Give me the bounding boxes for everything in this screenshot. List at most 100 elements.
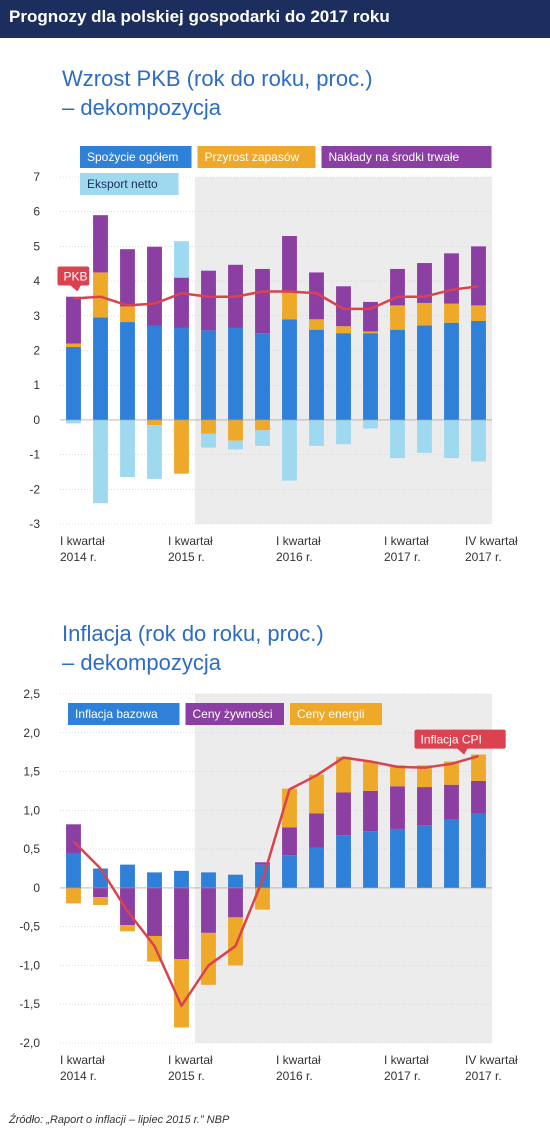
source-note: Źródło: „Raport o inflacji – lipiec 2015…: [9, 1114, 230, 1126]
chart2-y-tick-label: -0,5: [19, 920, 40, 934]
chart1-bar-investment: [66, 296, 81, 344]
chart2-x-tick-label: 2016 r.: [276, 1069, 313, 1083]
chart2-title-main: Inflacja (rok do roku, proc.): [62, 621, 324, 646]
chart1-legend-item-inventories: [197, 146, 316, 168]
chart2-y-tick-label: -2,0: [19, 1036, 40, 1050]
chart1-bar-inventories: [444, 303, 459, 323]
page-title: Prognozy dla polskiej gospodarki do 2017…: [9, 7, 390, 26]
chart2-bar-investment: [228, 887, 243, 918]
chart2-bar-inventories: [228, 917, 243, 966]
chart2-x-tick-label: IV kwartał: [465, 1053, 518, 1067]
chart2-line-label-box: [414, 729, 506, 749]
chart2-bar-investment: [390, 786, 405, 829]
gdp-chart: -3 -2 -1 0 1 2 3 4 5 6 7 I kwartał 2014 r. I kwartał 2…: [29, 146, 518, 564]
chart1-bar-consumption: [93, 317, 108, 420]
chart1-bar-inventories: [471, 305, 486, 322]
chart2-bar-inventories: [120, 925, 135, 932]
chart1-bar-inventories: [417, 302, 432, 326]
chart1-bar-net_exports: [390, 419, 405, 459]
chart1-bar-net_exports: [282, 419, 297, 481]
chart1-bar-inventories: [201, 419, 216, 434]
chart1-bar-net_exports: [228, 440, 243, 450]
chart1-bar-investment: [309, 272, 324, 320]
chart2-bar-investment: [174, 887, 189, 960]
chart1-y-tick-label: 5: [33, 239, 40, 253]
chart1-bar-net_exports: [471, 419, 486, 462]
chart2-bar-consumption: [120, 864, 135, 888]
chart1-x-tick-label: 2014 r.: [60, 550, 97, 564]
chart1-bar-net_exports: [309, 419, 324, 446]
chart1-bar-investment: [471, 246, 486, 306]
chart1-bar-investment: [120, 249, 135, 307]
chart2-line-label-pointer: [456, 747, 469, 755]
chart1-y-tick-label: 6: [33, 205, 40, 219]
chart2-bar-investment: [201, 887, 216, 933]
chart1-x-tick-label: 2017 r.: [465, 550, 502, 564]
chart1-y-tick-label: 1: [33, 378, 40, 392]
chart1-line-line: [73, 285, 479, 311]
chart2-bar-investment: [309, 813, 324, 848]
chart2-bar-consumption: [309, 847, 324, 888]
chart1-y-tick-label: 2: [33, 344, 40, 358]
chart1-bar-inventories: [363, 331, 378, 334]
chart1-bar-net_exports: [120, 419, 135, 478]
chart2-bar-inventories: [444, 761, 459, 785]
header-banner: Prognozy dla polskiej gospodarki do 2017…: [0, 0, 550, 38]
chart1-y-tick-label: -1: [29, 448, 40, 462]
chart1-bar-net_exports: [255, 430, 270, 446]
chart2-bar-consumption: [282, 855, 297, 888]
chart2-x-tick-label: I kwartał: [168, 1053, 213, 1067]
chart1-bar-consumption: [201, 330, 216, 420]
chart1-y-tick-label: 4: [33, 274, 40, 288]
chart1-bar-inventories: [120, 306, 135, 323]
chart1-bar-inventories: [309, 319, 324, 330]
chart2-bar-inventories: [363, 761, 378, 791]
chart1-bar-inventories: [147, 419, 162, 426]
chart1-x-tick-label: IV kwartał: [465, 534, 518, 548]
chart1-x-tick-label: I kwartał: [384, 534, 429, 548]
chart2-line-line: [72, 754, 479, 1008]
chart1-legend-label: Spożycie ogółem: [87, 150, 178, 164]
chart1-bar-inventories: [174, 419, 189, 474]
chart1-y-tick-label: 0: [33, 413, 40, 427]
chart1-line-label-box: [57, 266, 90, 286]
chart1-bar-consumption: [309, 329, 324, 420]
chart1-bar-inventories: [66, 343, 81, 348]
chart1-x-tick-label: 2017 r.: [384, 550, 421, 564]
chart2-y-tick-label: -1,0: [19, 958, 40, 972]
chart2-y-tick-label: 2,0: [23, 726, 40, 740]
chart1-x-tick-label: I kwartał: [168, 534, 213, 548]
chart2-bar-investment: [255, 862, 270, 865]
inflation-chart: -2,0 -1,5 -1,0 -0,5 0 0,5 1,0 1,5 2,0 2,5 I kwarta…: [19, 687, 518, 1083]
chart2-bar-consumption: [228, 874, 243, 888]
chart1-bar-inventories: [336, 326, 351, 334]
chart1-bar-consumption: [417, 325, 432, 420]
chart2-bar-investment: [336, 792, 351, 836]
chart1-legend-label: Przyrost zapasów: [205, 150, 300, 164]
chart2-bar-inventories: [201, 932, 216, 985]
chart2-legend-item-consumption: [68, 703, 180, 725]
chart2-legend-item-inventories: [290, 703, 382, 725]
chart1-bar-net_exports: [93, 419, 108, 504]
chart1-bar-net_exports: [417, 419, 432, 453]
chart1-bar-consumption: [228, 327, 243, 420]
chart1-bar-net_exports: [444, 419, 459, 459]
chart2-bar-inventories: [255, 887, 270, 910]
chart2-bar-consumption: [336, 835, 351, 888]
chart1-legend-item-consumption: [80, 146, 192, 168]
chart1-subtitle: – dekompozycja: [62, 95, 221, 120]
chart1-bar-net_exports: [336, 419, 351, 445]
chart1-bar-investment: [282, 235, 297, 292]
chart1-bar-investment: [201, 270, 216, 331]
chart1-bar-consumption: [147, 325, 162, 420]
chart2-subtitle: – dekompozycja: [62, 650, 221, 675]
chart2-line-label: Inflacja CPI: [421, 733, 482, 747]
chart1-bar-investment: [93, 215, 108, 273]
chart2-y-tick-label: 0: [33, 881, 40, 895]
chart1-bar-net_exports: [201, 433, 216, 448]
chart2-x-tick-label: I kwartał: [384, 1053, 429, 1067]
chart1-bar-net_exports: [147, 425, 162, 479]
chart1-bar-inventories: [93, 272, 108, 318]
chart2-bar-investment: [282, 827, 297, 856]
chart2-bar-investment: [471, 780, 486, 814]
